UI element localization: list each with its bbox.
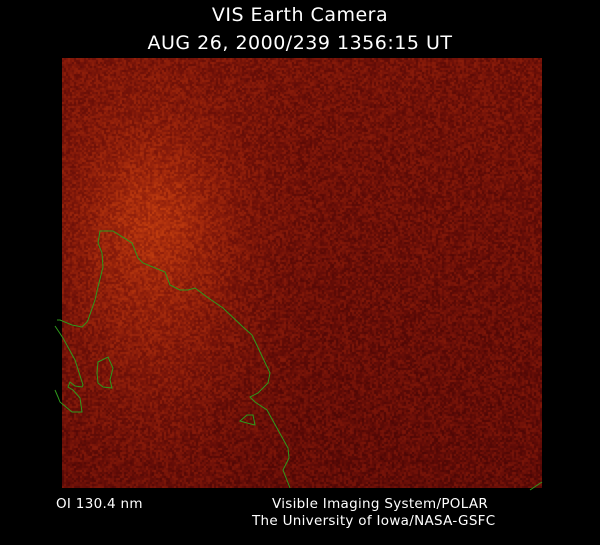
camera-image	[62, 58, 542, 488]
timestamp: AUG 26, 2000/239 1356:15 UT	[147, 32, 453, 54]
credit-line-2: The University of Iowa/NASA-GSFC	[252, 513, 496, 529]
coastline-corner	[529, 481, 543, 491]
island	[96, 356, 114, 389]
wavelength-label: OI 130.4 nm	[56, 496, 143, 512]
coastline-west	[54, 325, 84, 413]
coastline-main	[57, 230, 291, 489]
title: VIS Earth Camera	[211, 4, 389, 26]
island	[238, 414, 256, 426]
credit-line-1: Visible Imaging System/POLAR	[272, 496, 489, 512]
